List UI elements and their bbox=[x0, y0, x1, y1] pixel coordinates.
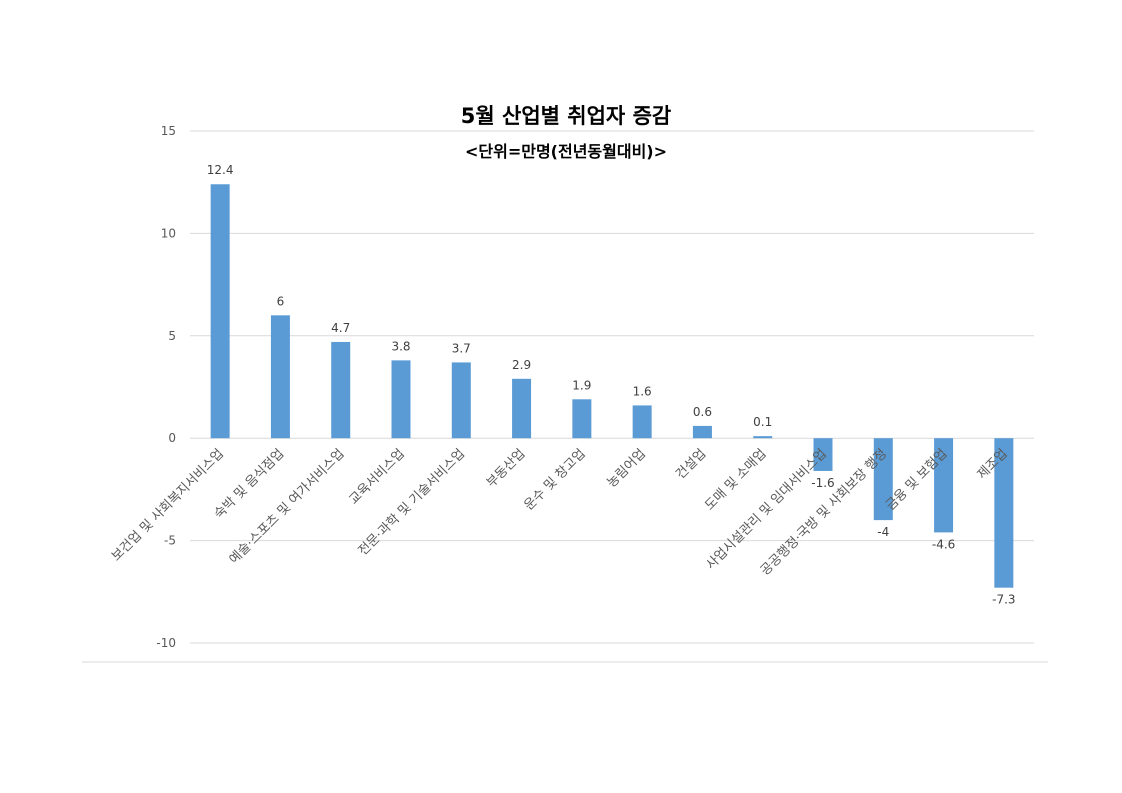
bar bbox=[692, 425, 712, 439]
y-tick-label: 15 bbox=[161, 124, 176, 138]
y-tick-label: 5 bbox=[168, 329, 176, 343]
bar bbox=[873, 438, 893, 521]
bar bbox=[391, 360, 411, 439]
data-label: 3.8 bbox=[391, 339, 410, 353]
bar bbox=[331, 341, 351, 439]
bar bbox=[934, 438, 954, 533]
data-label: 4.7 bbox=[331, 321, 350, 335]
chart-title: 5월 산업별 취업자 증감 bbox=[461, 104, 671, 128]
y-tick-label: -5 bbox=[164, 534, 176, 548]
x-tick-label: 농림어업 bbox=[605, 446, 649, 490]
x-tick-label: 부동산업 bbox=[484, 446, 528, 490]
x-tick-label: 사업시설관리 및 임대서비스업 bbox=[703, 446, 829, 572]
x-tick-label: 도매 및 소매업 bbox=[702, 446, 769, 513]
bar bbox=[210, 184, 230, 439]
data-label: 0.6 bbox=[693, 405, 712, 419]
data-label: -4 bbox=[877, 525, 889, 539]
data-label: 0.1 bbox=[753, 415, 772, 429]
bar bbox=[632, 405, 652, 439]
x-tick-label: 교육서비스업 bbox=[346, 446, 407, 507]
data-label: 1.9 bbox=[572, 378, 591, 392]
bar bbox=[753, 436, 773, 439]
data-label: -4.6 bbox=[932, 537, 955, 551]
x-tick-label: 예술·스포츠 및 여가서비스업 bbox=[227, 446, 348, 567]
gridlines bbox=[190, 130, 1034, 644]
data-labels: 12.4 6 4.7 3.8 3.7 2.9 1.9 1.6 0.6 0.1 -1.6 -4 -4.6 -… bbox=[207, 163, 1016, 606]
bar bbox=[813, 438, 833, 471]
data-label: 6 bbox=[277, 294, 285, 308]
bars bbox=[210, 184, 1014, 588]
bar bbox=[270, 315, 290, 439]
y-tick-label: -10 bbox=[156, 636, 176, 650]
bar bbox=[994, 438, 1014, 588]
data-label: 3.7 bbox=[452, 341, 471, 355]
data-label: 1.6 bbox=[633, 384, 652, 398]
x-tick-label: 운수 및 창고업 bbox=[521, 446, 588, 513]
y-tick-label: 0 bbox=[168, 431, 176, 445]
data-label: 2.9 bbox=[512, 358, 531, 372]
data-label: -1.6 bbox=[811, 476, 834, 490]
chart-subtitle: <단위=만명(전년동월대비)> bbox=[465, 142, 667, 161]
y-axis-ticks: 15 10 5 0 -5 -10 bbox=[156, 124, 176, 650]
bar bbox=[572, 399, 592, 439]
y-tick-label: 10 bbox=[161, 226, 176, 240]
x-tick-label: 전문·과학 및 기술서비스업 bbox=[356, 446, 468, 558]
x-tick-label: 건설업 bbox=[673, 446, 709, 482]
data-label: -7.3 bbox=[992, 593, 1015, 607]
data-label: 12.4 bbox=[207, 163, 234, 177]
bar bbox=[451, 362, 471, 439]
bar bbox=[512, 378, 532, 439]
